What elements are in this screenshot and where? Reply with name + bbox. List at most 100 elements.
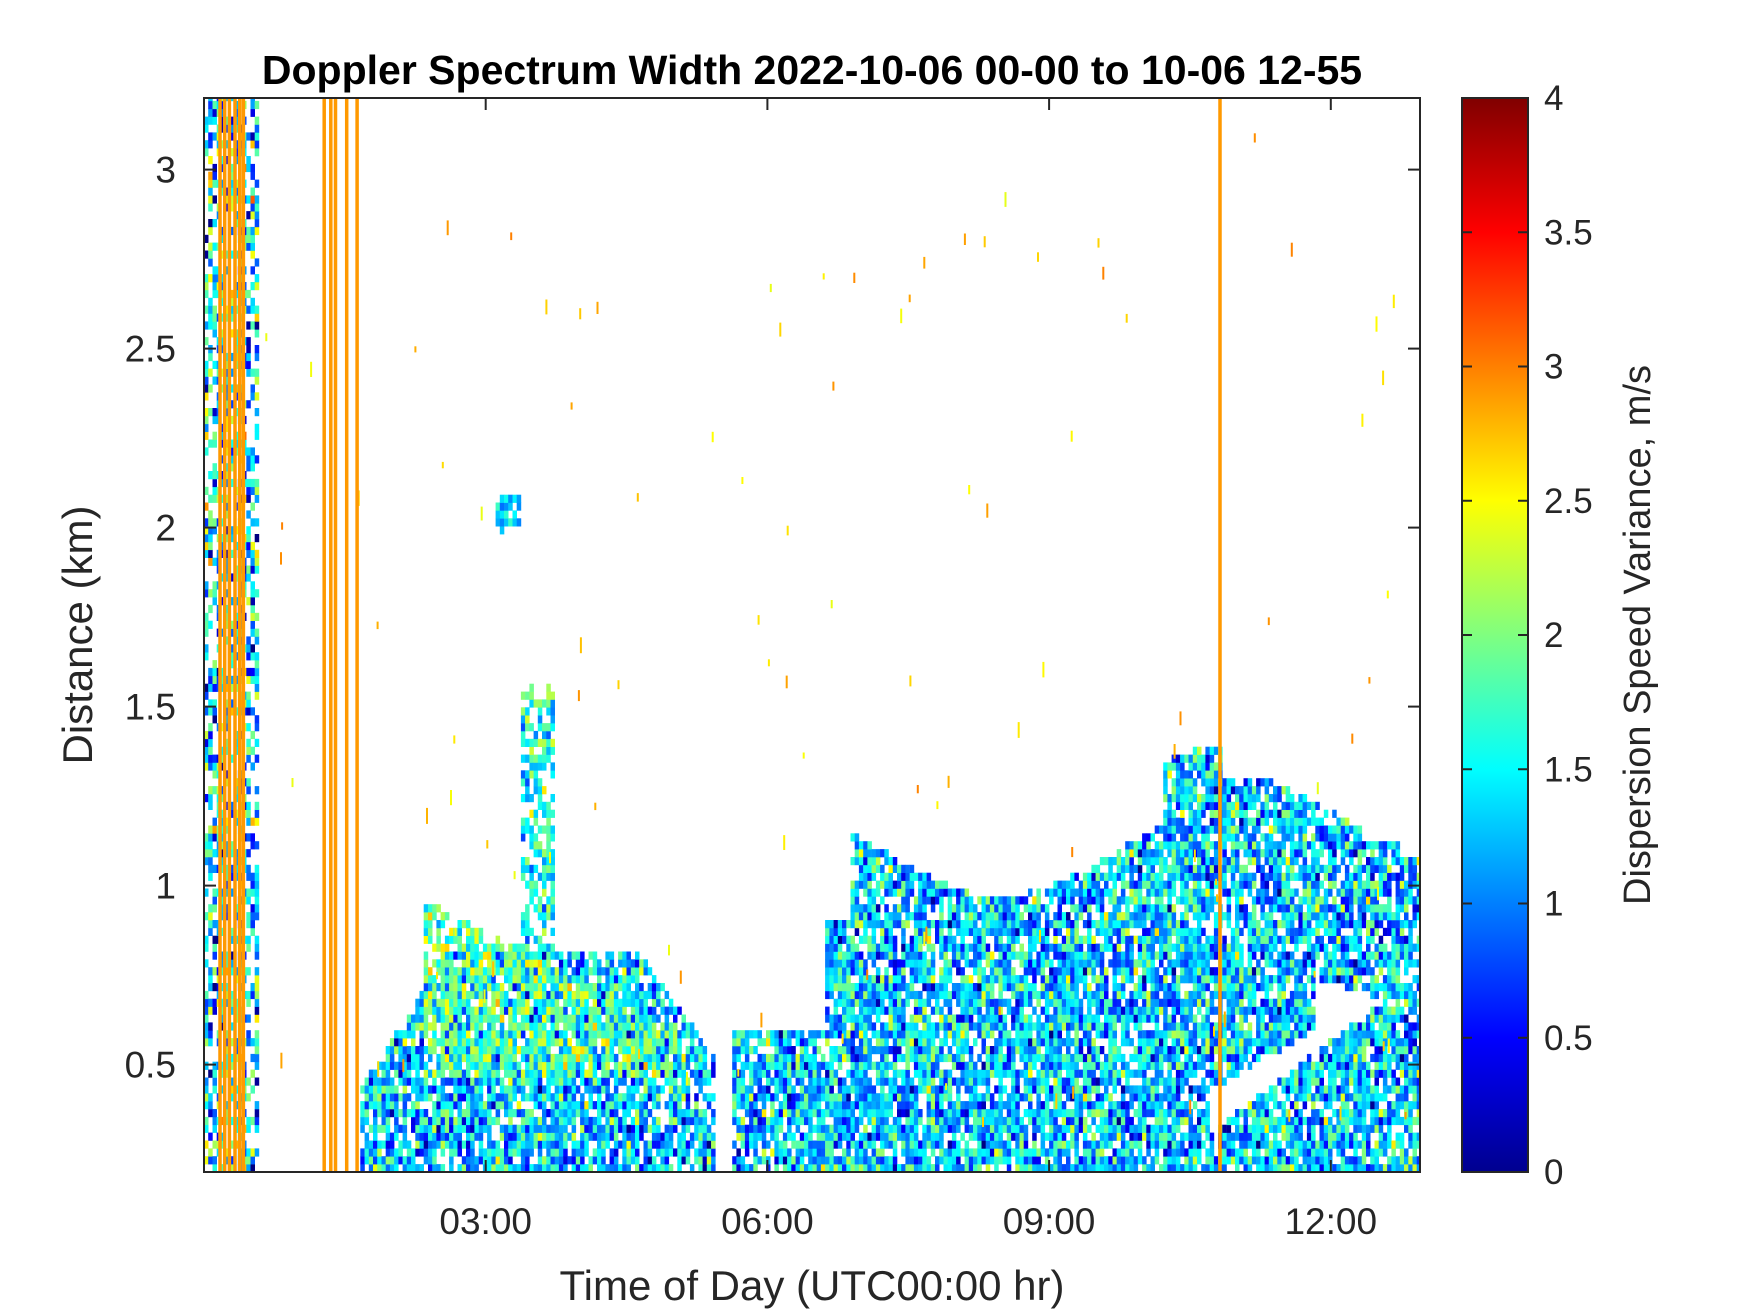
heatmap-cell [529,1022,534,1031]
heatmap-cell [774,1038,779,1047]
heatmap-cell [470,1022,475,1031]
heatmap-cell [516,1124,522,1133]
heatmap-cell [951,1132,957,1141]
heatmap-cell [495,990,501,1000]
heatmap-cell [482,983,488,992]
heatmap-cell [504,1164,509,1172]
heatmap-cell [681,1093,686,1102]
heatmap-cell [212,951,217,960]
heatmap-cell [208,1132,213,1141]
heatmap-cell [520,983,526,992]
heatmap-cell [495,1053,501,1063]
heatmap-cell [520,817,526,826]
heatmap-cell [626,983,631,992]
heatmap-cell [660,1085,665,1094]
heatmap-cell [250,675,255,684]
heatmap-cell [875,904,881,913]
heatmap-cell [225,368,230,377]
heatmap-cell [677,1156,682,1165]
heatmap-cell [863,1046,868,1055]
heatmap-cell [546,1132,551,1141]
heatmap-cell [225,746,230,755]
heatmap-cell [402,1046,408,1055]
heatmap-cell [867,857,872,866]
heatmap-cell [960,1006,965,1015]
heatmap-cell [1057,1046,1062,1055]
heatmap-cell [761,1101,767,1110]
heatmap-cell [888,1046,893,1055]
heatmap-cell [229,628,234,637]
heatmap-cell [554,1053,560,1063]
heatmap-cell [668,998,674,1007]
heatmap-cell [550,1006,555,1015]
heatmap-cell [842,1022,847,1031]
heatmap-cell [212,116,217,125]
heatmap-cell [858,1164,864,1172]
heatmap-cell [563,1116,568,1126]
heatmap-cell [246,345,251,354]
heatmap-cell [668,1109,674,1118]
heatmap-cell [897,983,902,992]
heatmap-cell [833,1156,839,1165]
heatmap-cell [406,1140,412,1149]
heatmap-cell [778,1140,784,1149]
heatmap-cell [449,1006,454,1015]
heatmap-cell [968,959,974,968]
heatmap-cell [554,967,560,976]
heatmap-cell [542,754,547,763]
heatmap-cell [732,1046,737,1055]
heatmap-cell [1011,1069,1016,1078]
heatmap-cell [956,1093,961,1102]
heatmap-cell [875,1046,881,1055]
heatmap-cell [846,943,851,952]
heatmap-cell [204,691,209,700]
heatmap-cell [495,1140,501,1149]
heatmap-cell [432,904,437,913]
heatmap-cell [1028,1109,1033,1118]
heatmap-cell [423,983,429,992]
heatmap-cell [1044,1164,1050,1172]
heatmap-cell [837,990,843,1000]
heatmap-cell [956,1061,961,1070]
heatmap-cell [558,1030,564,1039]
heatmap-cell [706,1156,712,1165]
heatmap-cell [630,998,636,1007]
heatmap-cell [816,1124,822,1133]
heatmap-cell [867,1116,872,1126]
heatmap-cell [212,998,217,1007]
heatmap-cell [858,990,864,1000]
heatmap-cell [575,1038,581,1047]
heatmap-cell [225,888,230,897]
heatmap-cell [850,857,855,866]
heatmap-cell [930,943,936,952]
heatmap-cell [229,872,234,881]
heatmap-cell [525,794,530,803]
heatmap-cell [254,896,260,905]
heatmap-cell [825,1109,830,1118]
heatmap-cell [677,1132,682,1141]
heatmap-cell [542,1093,547,1102]
heatmap-cell [977,1101,982,1110]
heatmap-cell [592,1077,598,1086]
heatmap-cell [470,1038,475,1047]
heatmap-cell [639,1124,644,1133]
heatmap-cell [909,888,915,897]
heatmap-cell [951,1148,957,1157]
heatmap-cell [863,849,868,858]
heatmap-cell [537,912,543,921]
heatmap-cell [1032,1109,1037,1118]
heatmap-cell [989,983,995,992]
heatmap-cell [1023,998,1029,1007]
heatmap-cell [605,1046,610,1055]
heatmap-cell [250,920,255,929]
heatmap-cell [487,1038,492,1047]
heatmap-cell [520,927,526,936]
heatmap-cell [926,998,932,1007]
heatmap-cell [520,1109,526,1118]
heatmap-cell [415,1148,420,1157]
heatmap-cell [525,983,530,992]
heatmap-cell [487,1046,492,1055]
heatmap-cell [250,589,255,598]
heatmap-cell [1036,1116,1041,1126]
heatmap-cell [546,723,551,732]
